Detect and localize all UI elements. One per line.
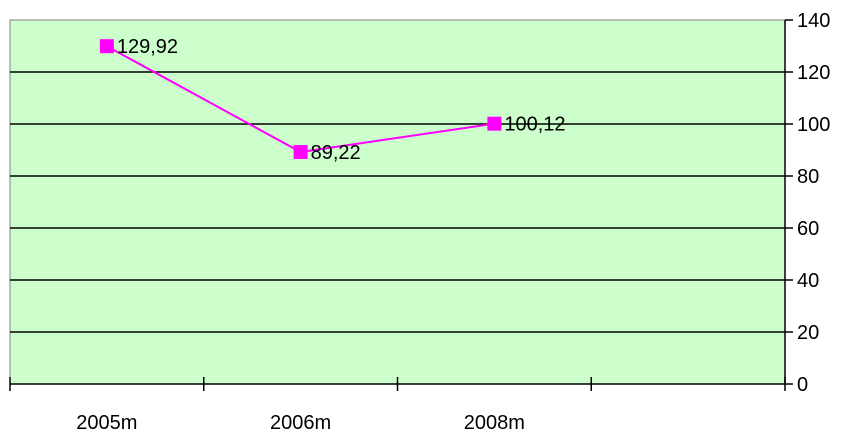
y-tick-label: 100 [797, 114, 830, 136]
y-tick-label: 140 [797, 10, 830, 32]
data-label: 89,22 [311, 142, 361, 164]
y-tick-label: 20 [797, 322, 819, 344]
y-tick-label: 40 [797, 270, 819, 292]
x-tick-label: 2005m [76, 412, 137, 434]
data-label: 100,12 [504, 114, 565, 136]
plot-area [9, 19, 786, 385]
data-point-marker [99, 39, 114, 54]
data-point-marker [487, 116, 502, 131]
y-tick-label: 80 [797, 166, 819, 188]
y-tick-label: 0 [797, 374, 808, 396]
data-point-marker [293, 145, 308, 160]
data-label: 129,92 [117, 36, 178, 58]
y-tick-label: 60 [797, 218, 819, 240]
x-tick-label: 2008m [464, 412, 525, 434]
x-tick-label: 2006m [270, 412, 331, 434]
y-tick-label: 120 [797, 62, 830, 84]
